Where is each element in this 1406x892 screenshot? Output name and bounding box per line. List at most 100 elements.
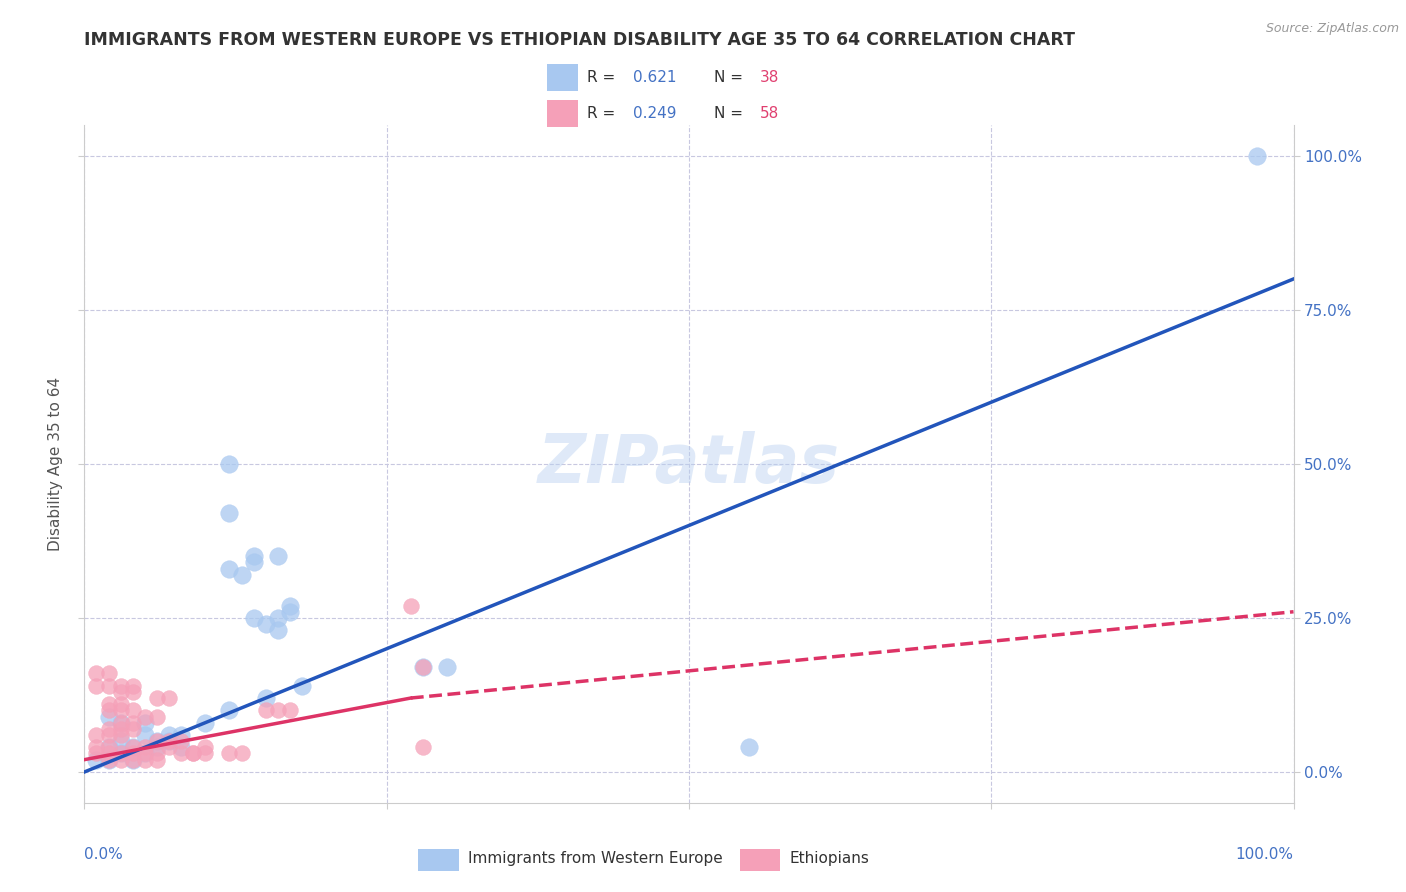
- Point: [278, 605, 301, 619]
- Point: [278, 703, 301, 717]
- Point: [231, 567, 253, 582]
- Text: 100.0%: 100.0%: [1236, 847, 1294, 862]
- Point: [146, 753, 169, 767]
- Point: [110, 715, 132, 730]
- Point: [157, 740, 180, 755]
- Bar: [547, 100, 578, 128]
- Point: [218, 506, 240, 520]
- Point: [97, 722, 120, 736]
- Text: 0.0%: 0.0%: [84, 847, 124, 862]
- Point: [134, 715, 156, 730]
- Point: [181, 747, 204, 761]
- Text: 38: 38: [761, 70, 779, 85]
- Point: [218, 747, 240, 761]
- Point: [121, 753, 143, 767]
- Point: [110, 753, 132, 767]
- Point: [181, 747, 204, 761]
- Point: [218, 457, 240, 471]
- Point: [110, 722, 132, 736]
- Point: [97, 703, 120, 717]
- Point: [86, 740, 108, 755]
- Point: [170, 734, 193, 748]
- Text: ZIPatlas: ZIPatlas: [538, 431, 839, 497]
- Point: [146, 709, 169, 723]
- Point: [170, 747, 193, 761]
- Point: [254, 703, 277, 717]
- Point: [121, 740, 143, 755]
- Point: [146, 734, 169, 748]
- Bar: [740, 848, 780, 871]
- Point: [121, 703, 143, 717]
- Point: [267, 549, 290, 564]
- Point: [399, 599, 422, 613]
- Point: [231, 747, 253, 761]
- Point: [121, 679, 143, 693]
- Point: [97, 740, 120, 755]
- Point: [267, 703, 290, 717]
- Point: [110, 715, 132, 730]
- Point: [86, 753, 108, 767]
- Point: [121, 715, 143, 730]
- Point: [86, 679, 108, 693]
- Point: [110, 703, 132, 717]
- Point: [134, 728, 156, 742]
- Point: [110, 685, 132, 699]
- Text: Immigrants from Western Europe: Immigrants from Western Europe: [468, 851, 723, 866]
- Point: [242, 549, 264, 564]
- Point: [97, 709, 120, 723]
- Point: [121, 685, 143, 699]
- Text: IMMIGRANTS FROM WESTERN EUROPE VS ETHIOPIAN DISABILITY AGE 35 TO 64 CORRELATION : IMMIGRANTS FROM WESTERN EUROPE VS ETHIOP…: [84, 31, 1076, 49]
- Y-axis label: Disability Age 35 to 64: Disability Age 35 to 64: [48, 376, 63, 551]
- Text: 58: 58: [761, 106, 779, 121]
- Point: [110, 734, 132, 748]
- Point: [170, 728, 193, 742]
- Point: [97, 747, 120, 761]
- Point: [267, 611, 290, 625]
- Point: [146, 740, 169, 755]
- Point: [134, 740, 156, 755]
- Point: [110, 747, 132, 761]
- Point: [110, 697, 132, 711]
- Point: [157, 728, 180, 742]
- Text: N =: N =: [714, 106, 748, 121]
- Point: [412, 660, 434, 674]
- Bar: [547, 63, 578, 91]
- Text: R =: R =: [586, 106, 620, 121]
- Point: [97, 728, 120, 742]
- Point: [110, 728, 132, 742]
- Text: Ethiopians: Ethiopians: [790, 851, 869, 866]
- Point: [738, 740, 761, 755]
- Point: [146, 691, 169, 706]
- Point: [436, 660, 458, 674]
- Point: [121, 747, 143, 761]
- Point: [86, 666, 108, 681]
- Point: [278, 599, 301, 613]
- Point: [157, 734, 180, 748]
- Point: [97, 666, 120, 681]
- Point: [157, 734, 180, 748]
- Point: [218, 703, 240, 717]
- Point: [146, 747, 169, 761]
- Text: N =: N =: [714, 70, 748, 85]
- Point: [97, 753, 120, 767]
- Point: [242, 556, 264, 570]
- Text: R =: R =: [586, 70, 620, 85]
- Text: 0.249: 0.249: [633, 106, 676, 121]
- Point: [254, 691, 277, 706]
- Point: [194, 715, 217, 730]
- Point: [97, 740, 120, 755]
- Point: [412, 740, 434, 755]
- Point: [170, 740, 193, 755]
- Point: [134, 753, 156, 767]
- Point: [110, 679, 132, 693]
- Point: [218, 561, 240, 575]
- Point: [254, 617, 277, 632]
- Point: [134, 747, 156, 761]
- Point: [121, 740, 143, 755]
- Bar: [419, 848, 458, 871]
- Text: Source: ZipAtlas.com: Source: ZipAtlas.com: [1265, 22, 1399, 36]
- Point: [97, 679, 120, 693]
- Point: [86, 728, 108, 742]
- Point: [134, 747, 156, 761]
- Point: [110, 747, 132, 761]
